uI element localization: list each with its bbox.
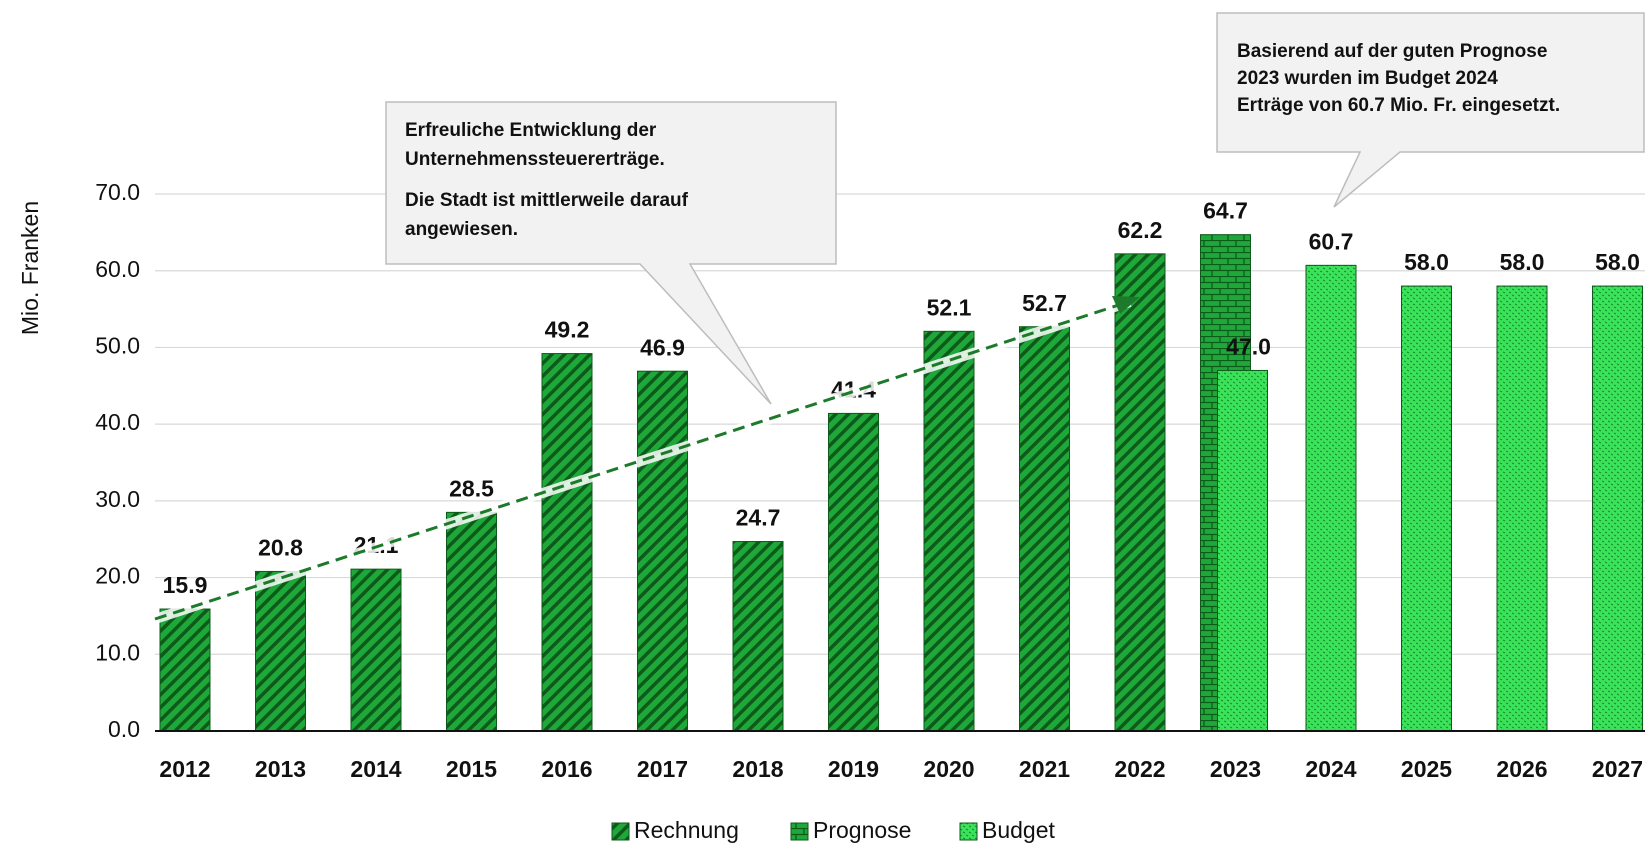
bar — [159, 608, 211, 732]
bar — [255, 570, 306, 732]
legend-label: Prognose — [813, 817, 911, 843]
callout-box — [1216, 12, 1645, 208]
legend-label: Rechnung — [634, 817, 739, 843]
bar — [732, 541, 784, 732]
y-tick-label: 10.0 — [95, 639, 140, 665]
legend-swatch — [611, 822, 630, 841]
value-label: 60.7 — [1309, 228, 1354, 254]
bar — [1217, 369, 1268, 732]
bar — [1592, 285, 1643, 732]
x-tick-label: 2026 — [1496, 756, 1547, 782]
value-label: 58.0 — [1595, 249, 1640, 275]
bar — [1114, 253, 1166, 732]
annotation-text: Erträge von 60.7 Mio. Fr. eingesetzt. — [1237, 95, 1560, 116]
x-tick-label: 2012 — [159, 756, 210, 782]
x-tick-label: 2014 — [350, 756, 401, 782]
value-label: 28.5 — [449, 475, 494, 501]
annotation-text: angewiesen. — [405, 219, 518, 240]
x-tick-label: 2016 — [541, 756, 592, 782]
value-label: 46.9 — [640, 334, 685, 360]
annotation-text: Die Stadt ist mittlerweile darauf — [405, 190, 689, 211]
x-tick-label: 2017 — [637, 756, 688, 782]
x-tick-label: 2022 — [1114, 756, 1165, 782]
bar — [1305, 264, 1357, 732]
trend-arrow — [153, 296, 1140, 624]
value-label: 58.0 — [1500, 249, 1545, 275]
bar — [1496, 285, 1548, 732]
x-tick-label: 2015 — [446, 756, 497, 782]
y-tick-label: 70.0 — [95, 179, 140, 205]
value-label: 24.7 — [736, 505, 781, 531]
x-tick-label: 2023 — [1210, 756, 1261, 782]
annotation-text: 2023 wurden im Budget 2024 — [1237, 68, 1498, 89]
bar — [350, 568, 402, 732]
legend-swatch — [959, 822, 978, 841]
y-tick-label: 40.0 — [95, 409, 140, 435]
bar — [923, 330, 975, 732]
x-tick-label: 2019 — [828, 756, 879, 782]
value-label: 47.0 — [1226, 334, 1271, 360]
y-tick-label: 50.0 — [95, 333, 140, 359]
y-tick-label: 20.0 — [95, 563, 140, 589]
value-label: 62.2 — [1118, 217, 1163, 243]
legend-label: Budget — [982, 817, 1056, 843]
value-label: 52.1 — [927, 294, 972, 320]
value-label: 58.0 — [1404, 249, 1449, 275]
bar — [446, 511, 497, 732]
y-tick-label: 60.0 — [95, 256, 140, 282]
bar — [828, 412, 879, 732]
x-tick-label: 2018 — [732, 756, 783, 782]
x-tick-label: 2021 — [1019, 756, 1070, 782]
annotation-text: Basierend auf der guten Prognose — [1237, 41, 1547, 62]
x-tick-label: 2024 — [1305, 756, 1356, 782]
value-label: 49.2 — [545, 317, 590, 343]
legend-swatch — [790, 822, 809, 841]
callout-box — [385, 101, 837, 405]
bar — [1401, 285, 1452, 732]
bar — [637, 370, 688, 732]
value-label: 64.7 — [1203, 198, 1248, 224]
value-label: 52.7 — [1022, 290, 1067, 316]
annotation-text: Erfreuliche Entwicklung der — [405, 120, 657, 141]
value-label: 20.8 — [258, 535, 303, 561]
x-tick-label: 2020 — [923, 756, 974, 782]
x-tick-label: 2027 — [1592, 756, 1643, 782]
y-tick-label: 30.0 — [95, 486, 140, 512]
y-axis-label: Mio. Franken — [17, 201, 43, 335]
x-tick-label: 2013 — [255, 756, 306, 782]
bar — [1019, 326, 1070, 732]
y-tick-label: 0.0 — [108, 716, 140, 742]
value-label: 15.9 — [163, 572, 208, 598]
bar — [541, 353, 593, 732]
x-tick-label: 2025 — [1401, 756, 1452, 782]
annotation-text: Unternehmenssteuererträge. — [405, 149, 665, 170]
